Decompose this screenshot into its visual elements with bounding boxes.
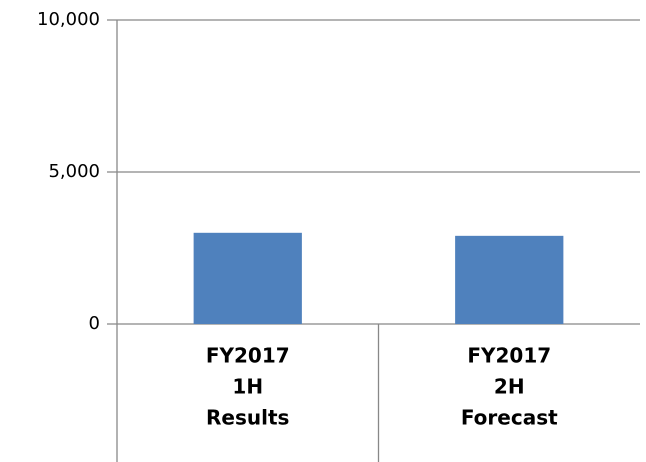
x-tick-label: FY2017 <box>206 344 290 368</box>
y-tick-label: 10,000 <box>37 9 100 30</box>
x-tick-label: Forecast <box>461 406 558 430</box>
x-tick-label: FY2017 <box>467 344 551 368</box>
bar <box>455 235 564 324</box>
bar <box>193 232 302 324</box>
x-tick-label: 1H <box>232 375 263 399</box>
x-tick-label: 2H <box>494 375 525 399</box>
x-tick-label: Results <box>206 406 289 430</box>
y-tick-label: 0 <box>89 313 100 334</box>
y-tick-label: 5,000 <box>48 161 100 182</box>
